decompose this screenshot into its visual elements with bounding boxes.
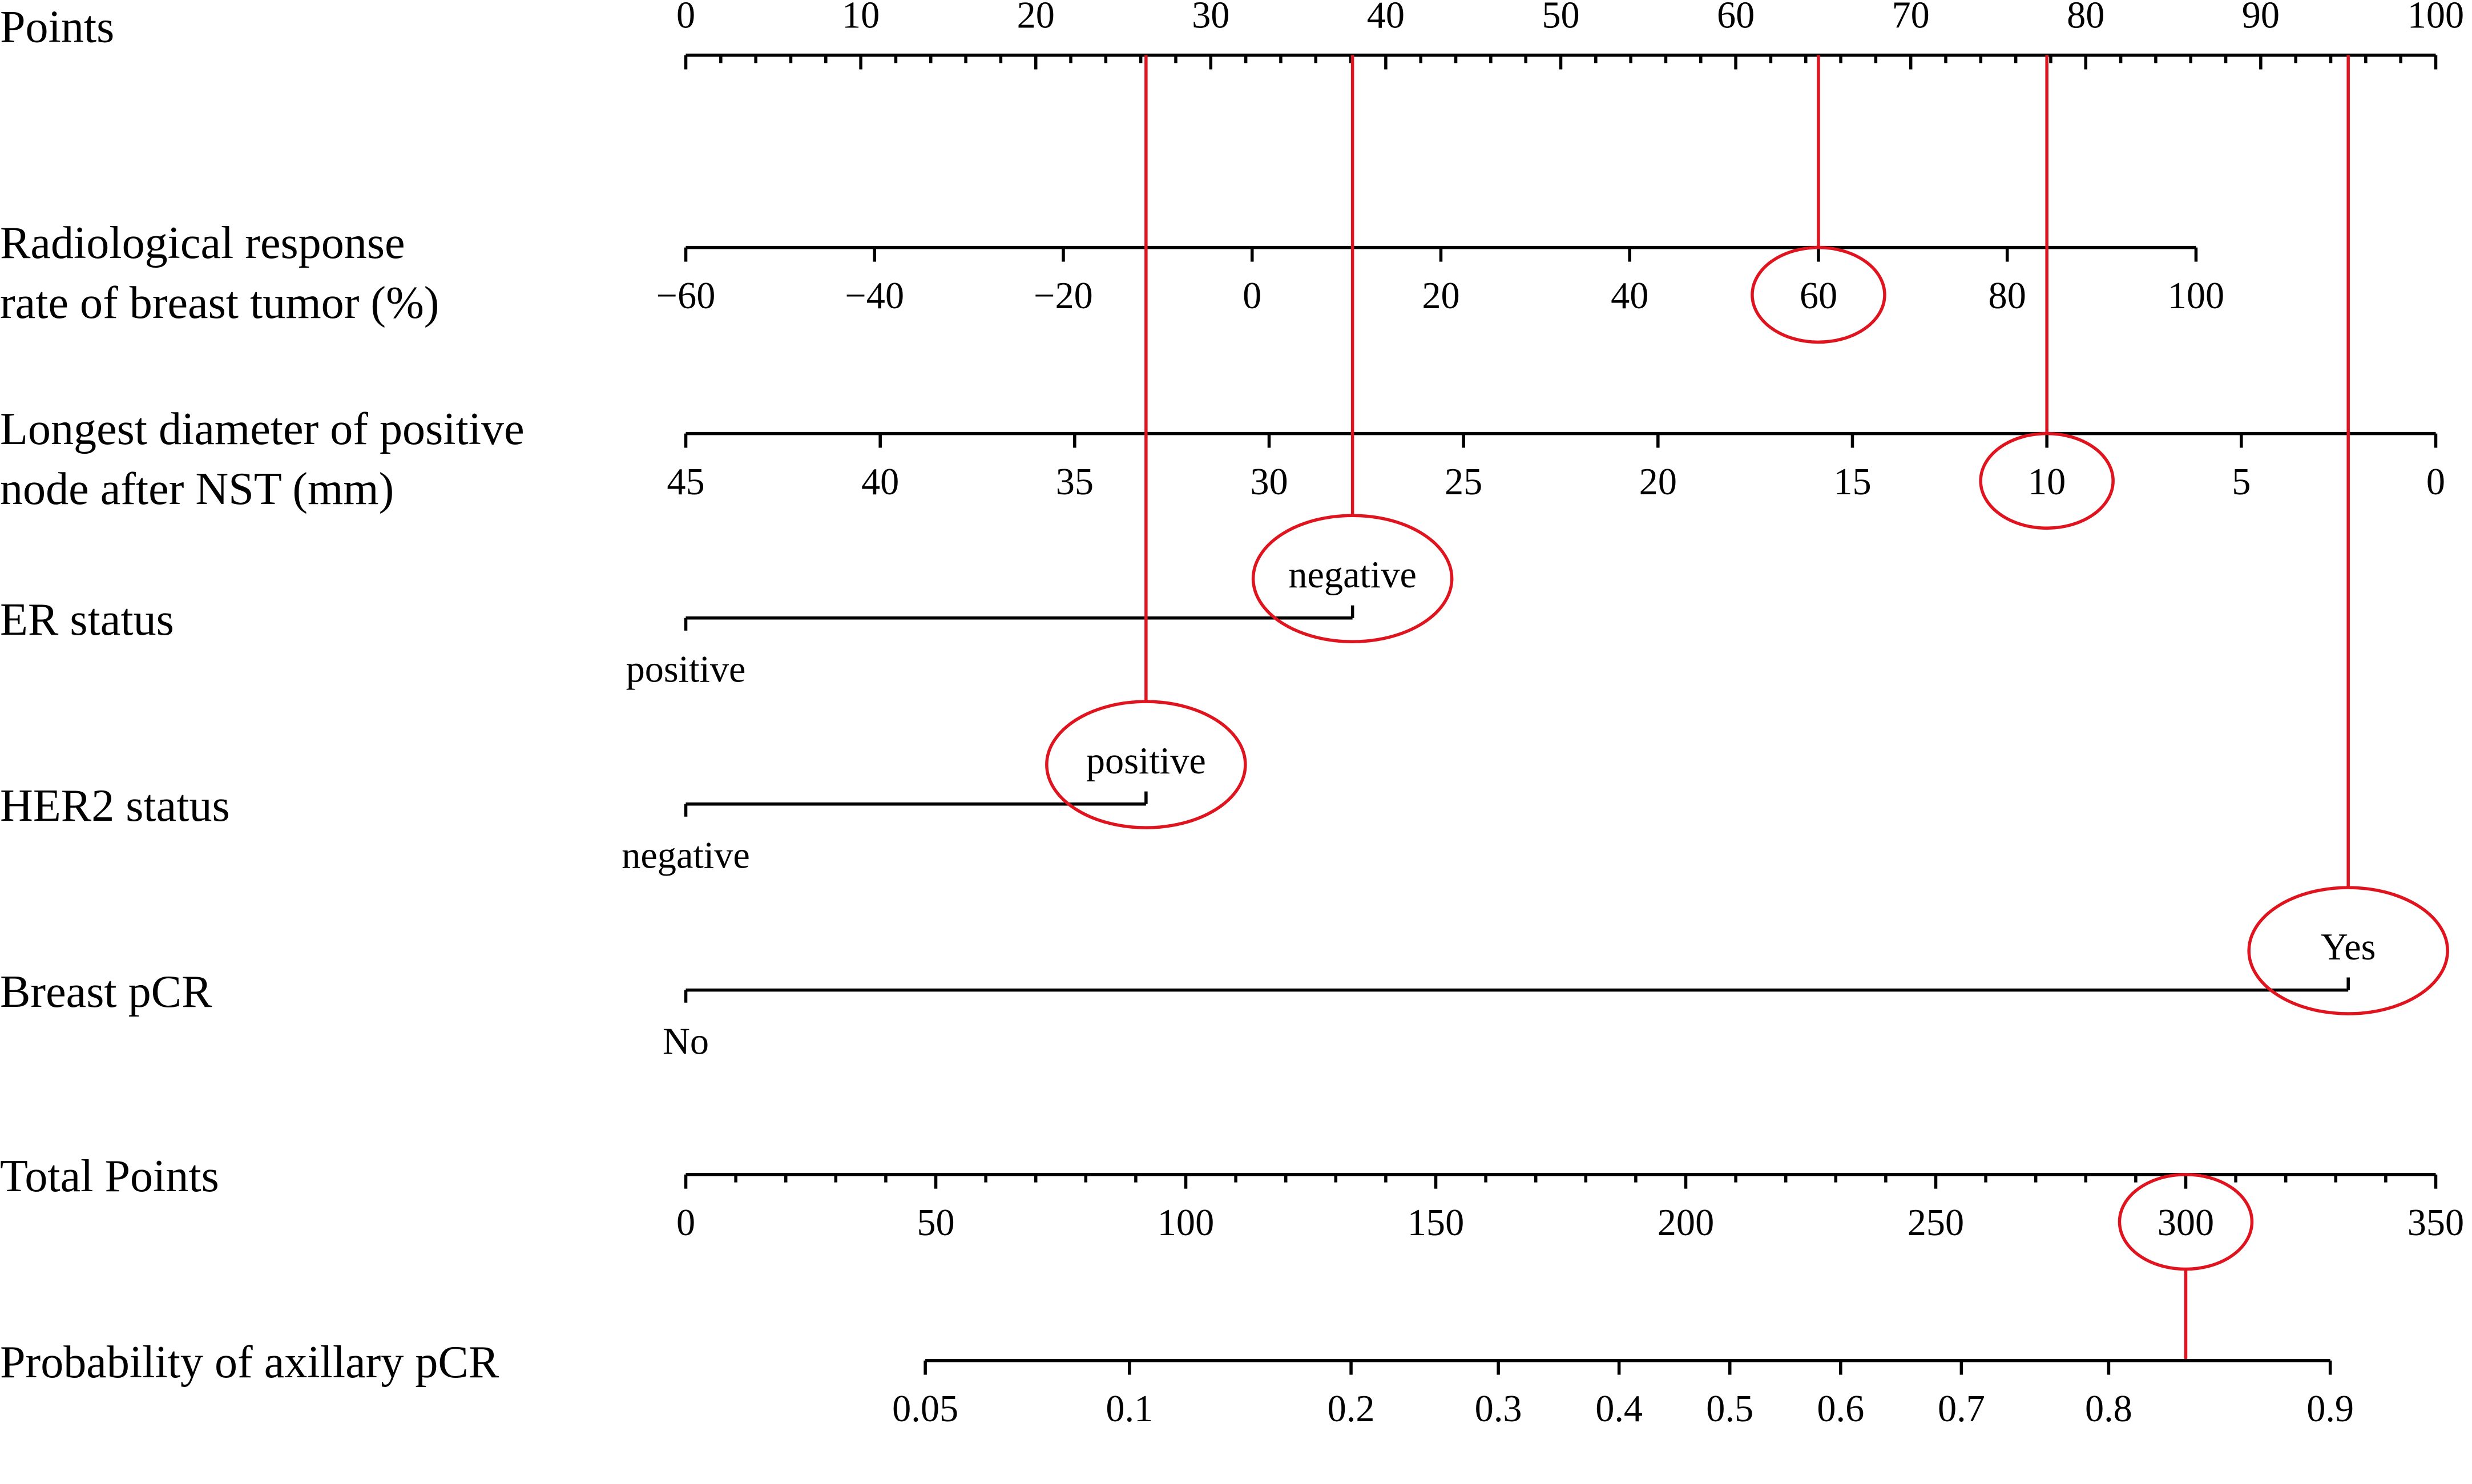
tick-label: 0.8 <box>2085 1388 2132 1430</box>
tick-label: positive <box>626 649 746 691</box>
tick-label: Yes <box>2321 926 2376 968</box>
tick-label: 5 <box>2232 461 2251 503</box>
tick-label: 20 <box>1422 275 1459 317</box>
row-label: Radiological response <box>0 218 405 268</box>
row-label: HER2 status <box>0 781 230 831</box>
row-label: node after NST (mm) <box>0 464 394 514</box>
tick-label: 20 <box>1639 461 1677 503</box>
tick-label: −40 <box>845 275 904 317</box>
row-label: Points <box>0 2 114 53</box>
tick-label: 0.7 <box>1938 1388 1985 1430</box>
tick-label: 80 <box>1989 275 2026 317</box>
tick-label: 50 <box>1542 0 1579 36</box>
tick-label: negative <box>622 835 750 877</box>
tick-label: 45 <box>667 461 704 503</box>
tick-label: 0.2 <box>1328 1388 1375 1430</box>
tick-label: negative <box>1288 554 1417 596</box>
tick-label: 90 <box>2242 0 2280 36</box>
tick-label: 10 <box>2028 461 2066 503</box>
tick-label: 0.05 <box>892 1388 958 1430</box>
tick-label: 30 <box>1192 0 1229 36</box>
tick-label: 0 <box>676 1202 695 1244</box>
tick-label: 0.4 <box>1595 1388 1643 1430</box>
tick-label: 100 <box>1158 1202 1214 1244</box>
tick-label: 20 <box>1017 0 1055 36</box>
tick-label: positive <box>1086 740 1206 782</box>
tick-label: 15 <box>1833 461 1871 503</box>
tick-label: 100 <box>2168 275 2224 317</box>
tick-label: 40 <box>861 461 899 503</box>
tick-label: 30 <box>1250 461 1288 503</box>
tick-label: 0.1 <box>1106 1388 1153 1430</box>
tick-label: 10 <box>842 0 880 36</box>
tick-label: 250 <box>1908 1202 1964 1244</box>
tick-label: 40 <box>1367 0 1405 36</box>
row-label: rate of breast tumor (%) <box>0 278 439 328</box>
tick-label: 40 <box>1611 275 1648 317</box>
tick-label: No <box>663 1021 709 1063</box>
tick-label: 300 <box>2158 1202 2214 1244</box>
tick-label: 200 <box>1658 1202 1714 1244</box>
tick-label: 70 <box>1892 0 1930 36</box>
tick-label: 0.5 <box>1706 1388 1753 1430</box>
tick-label: 0.9 <box>2306 1388 2354 1430</box>
tick-label: 80 <box>2067 0 2104 36</box>
tick-label: 150 <box>1408 1202 1464 1244</box>
tick-label: 100 <box>2408 0 2464 36</box>
row-label: ER status <box>0 595 174 645</box>
tick-label: 350 <box>2408 1202 2464 1244</box>
tick-label: 50 <box>917 1202 954 1244</box>
row-label: Total Points <box>0 1151 219 1201</box>
tick-label: 60 <box>1800 275 1837 317</box>
tick-label: −20 <box>1034 275 1093 317</box>
row-label: Longest diameter of positive <box>0 404 525 454</box>
tick-label: −60 <box>656 275 716 317</box>
row-label: Probability of axillary pCR <box>0 1337 499 1388</box>
tick-label: 0 <box>2426 461 2445 503</box>
tick-label: 0 <box>676 0 695 36</box>
tick-label: 25 <box>1445 461 1482 503</box>
row-label: Breast pCR <box>0 967 212 1017</box>
tick-label: 0.6 <box>1817 1388 1864 1430</box>
tick-label: 35 <box>1056 461 1094 503</box>
tick-label: 60 <box>1717 0 1755 36</box>
tick-label: 0 <box>1243 275 1261 317</box>
tick-label: 0.3 <box>1475 1388 1522 1430</box>
